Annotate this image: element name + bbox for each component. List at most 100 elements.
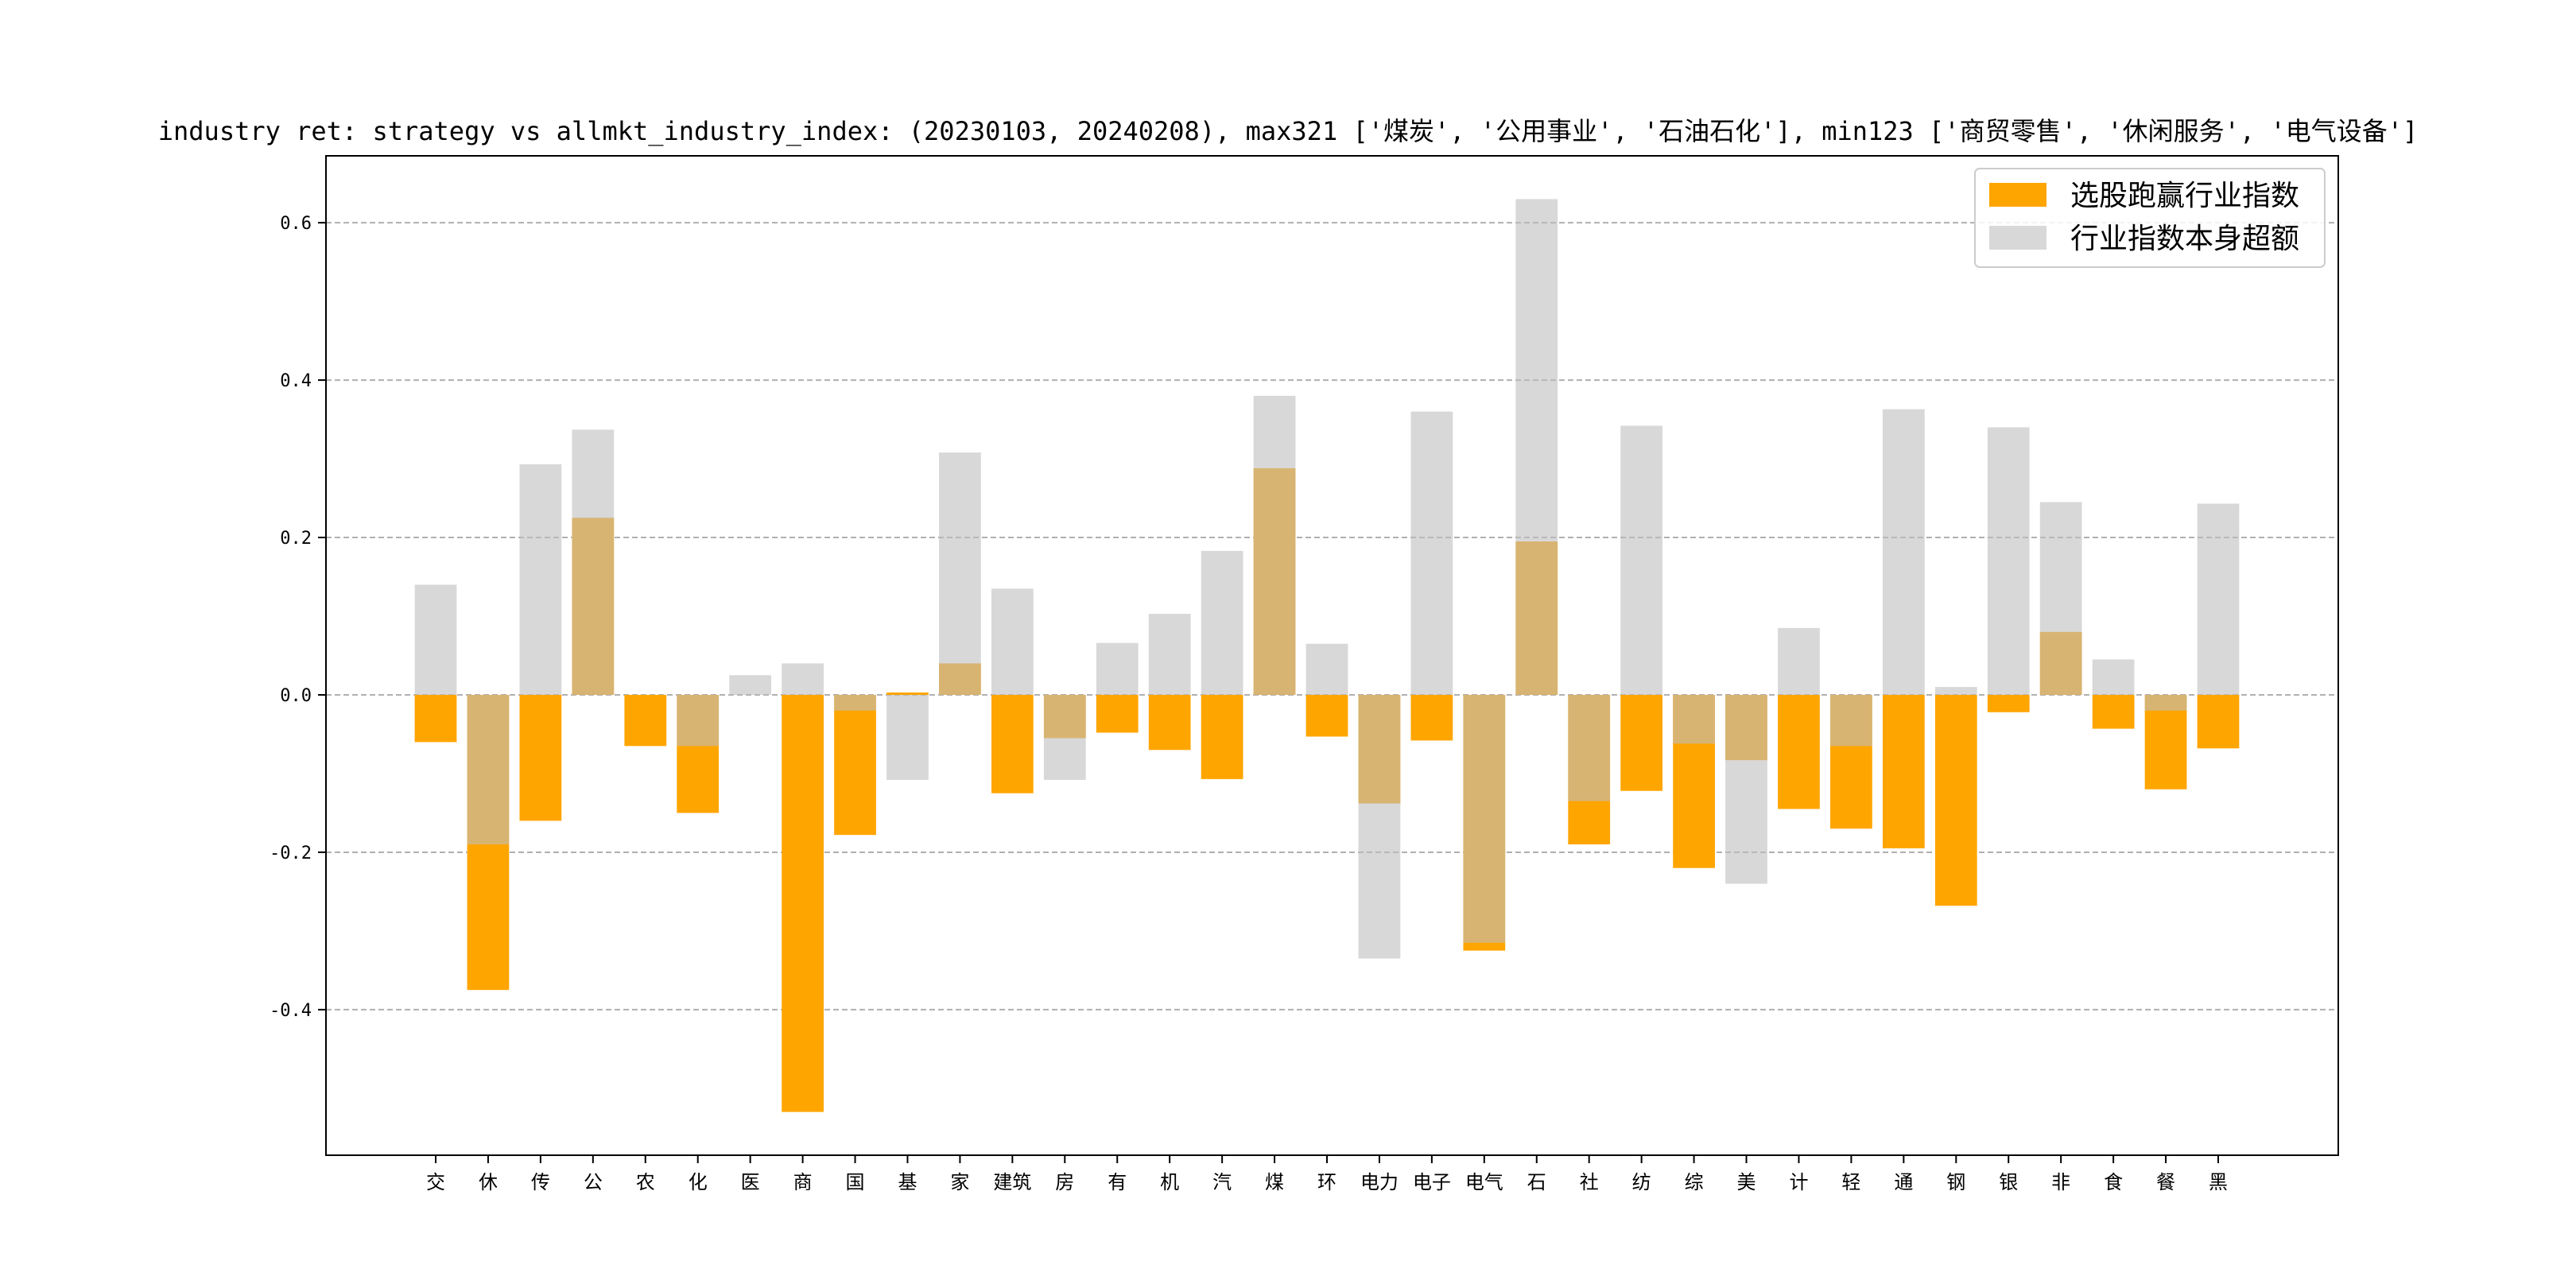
bar-industry-index: [1673, 694, 1715, 744]
bar-industry-index: [2197, 503, 2240, 695]
legend-label-industry-index: 行业指数本身超额: [2070, 223, 2299, 255]
plot-frame: [325, 155, 2339, 1156]
bar-industry-index: [1201, 550, 1243, 695]
bar-industry-index: [1778, 627, 1820, 695]
x-tick-label: 建筑: [993, 1171, 1031, 1193]
bar-industry-index: [1515, 199, 1558, 695]
x-tick-label: 黑: [2209, 1171, 2228, 1193]
x-tick-label: 电气: [1465, 1171, 1503, 1193]
bar-stock-selection: [624, 694, 667, 747]
x-tick-label: 休: [479, 1171, 498, 1193]
y-tick-label: 0.2: [280, 529, 312, 549]
x-tick-label: 社: [1580, 1171, 1599, 1193]
gridlines: [326, 222, 2338, 1011]
series-industry-index-bars: [414, 199, 2240, 959]
x-axis-ticks: 交 休 传 公 农 化 医 商 国 基 家 建筑 房 有 机 汽 煤 环 电力 电子 电气 石 社 纺 综 美 计 轻 通 钢 银 非 食 餐 黑: [426, 1155, 2228, 1193]
bar-stock-selection: [991, 694, 1034, 793]
bar-industry-index: [1305, 643, 1348, 695]
x-tick-label: 房: [1055, 1171, 1074, 1193]
y-tick-label: 0.6: [280, 214, 312, 234]
bar-industry-index: [939, 452, 981, 695]
y-tick-label: 0.0: [280, 686, 312, 706]
x-tick-label: 餐: [2156, 1171, 2175, 1193]
x-tick-label: 家: [950, 1171, 969, 1193]
bar-stock-selection: [782, 694, 824, 1112]
bar-industry-index: [1043, 694, 1086, 780]
chart-title: industry ret: strategy vs allmkt_industr…: [158, 116, 2419, 146]
x-tick-label: 传: [531, 1171, 550, 1193]
bar-stock-selection: [519, 694, 562, 821]
bar-industry-index: [467, 694, 510, 845]
y-tick-label: -0.4: [270, 1001, 312, 1021]
bar-stock-selection: [1987, 694, 2030, 712]
bar-industry-index: [1096, 642, 1139, 695]
bar-industry-index: [729, 675, 772, 695]
x-tick-label: 汽: [1212, 1171, 1232, 1193]
x-tick-label: 计: [1789, 1171, 1808, 1193]
legend-swatch-industry-index: [1989, 226, 2046, 250]
bar-stock-selection: [886, 692, 929, 695]
bar-stock-selection: [1778, 694, 1820, 809]
bar-stock-selection: [1620, 694, 1663, 791]
bar-stock-selection: [414, 694, 457, 743]
x-tick-label: 石: [1527, 1171, 1546, 1193]
bar-industry-index: [1830, 694, 1872, 747]
bar-industry-index: [1620, 425, 1663, 695]
bar-stock-selection: [834, 694, 876, 836]
bar-industry-index: [1934, 687, 1977, 695]
x-tick-label: 美: [1737, 1171, 1756, 1193]
legend-box: [1974, 168, 2326, 268]
x-tick-label: 农: [636, 1171, 655, 1193]
x-tick-label: 电子: [1413, 1171, 1451, 1193]
x-tick-label: 医: [741, 1171, 760, 1193]
bar-stock-selection: [1148, 694, 1191, 751]
x-tick-label: 通: [1894, 1171, 1913, 1193]
bar-industry-index: [2092, 659, 2135, 695]
bar-industry-index: [991, 588, 1034, 695]
bar-stock-selection: [1934, 694, 1977, 906]
bar-industry-index: [677, 694, 720, 747]
x-tick-label: 轻: [1841, 1171, 1860, 1193]
bar-industry-index: [886, 694, 929, 780]
x-tick-label: 公: [584, 1171, 603, 1193]
bar-industry-index: [414, 584, 457, 695]
x-tick-label: 纺: [1632, 1171, 1651, 1193]
bar-industry-index: [2039, 502, 2082, 695]
x-tick-label: 基: [898, 1171, 917, 1193]
x-tick-label: 电力: [1360, 1171, 1399, 1193]
bar-industry-index: [1358, 694, 1401, 959]
legend: 选股跑赢行业指数 行业指数本身超额: [1974, 168, 2326, 268]
x-tick-label: 有: [1108, 1171, 1127, 1193]
bar-industry-index: [1148, 614, 1191, 695]
bar-industry-index: [1410, 411, 1453, 695]
bar-stock-selection: [2197, 694, 2240, 749]
x-tick-label: 交: [426, 1171, 445, 1193]
x-tick-label: 综: [1685, 1171, 1704, 1193]
bar-stock-selection: [1410, 694, 1453, 741]
x-tick-label: 食: [2104, 1171, 2123, 1193]
x-tick-label: 环: [1317, 1171, 1336, 1193]
bar-stock-selection: [1882, 694, 1925, 848]
bar-industry-index: [1463, 694, 1506, 943]
y-tick-label: 0.4: [280, 371, 312, 391]
x-tick-label: 非: [2051, 1171, 2070, 1193]
x-tick-label: 化: [689, 1171, 708, 1193]
bar-industry-index: [1725, 694, 1767, 884]
bar-industry-index: [1253, 395, 1296, 695]
bar-industry-index: [1987, 427, 2030, 695]
x-tick-label: 银: [1999, 1171, 2018, 1193]
x-tick-label: 煤: [1265, 1171, 1284, 1193]
bar-industry-index: [1882, 409, 1925, 695]
y-tick-label: -0.2: [270, 844, 312, 863]
x-tick-label: 钢: [1946, 1171, 1965, 1193]
x-tick-label: 商: [793, 1171, 813, 1193]
y-axis-ticks: -0.4 -0.2 0.0 0.2 0.4 0.6: [270, 214, 326, 1021]
bar-industry-index: [2144, 694, 2187, 711]
series-stock-selection-bars: [414, 467, 2240, 1112]
x-tick-label: 机: [1160, 1171, 1179, 1193]
bar-stock-selection: [2092, 694, 2135, 729]
bar-industry-index: [572, 429, 615, 695]
legend-swatch-stock-selection: [1989, 183, 2046, 207]
bar-industry-index: [834, 694, 876, 711]
